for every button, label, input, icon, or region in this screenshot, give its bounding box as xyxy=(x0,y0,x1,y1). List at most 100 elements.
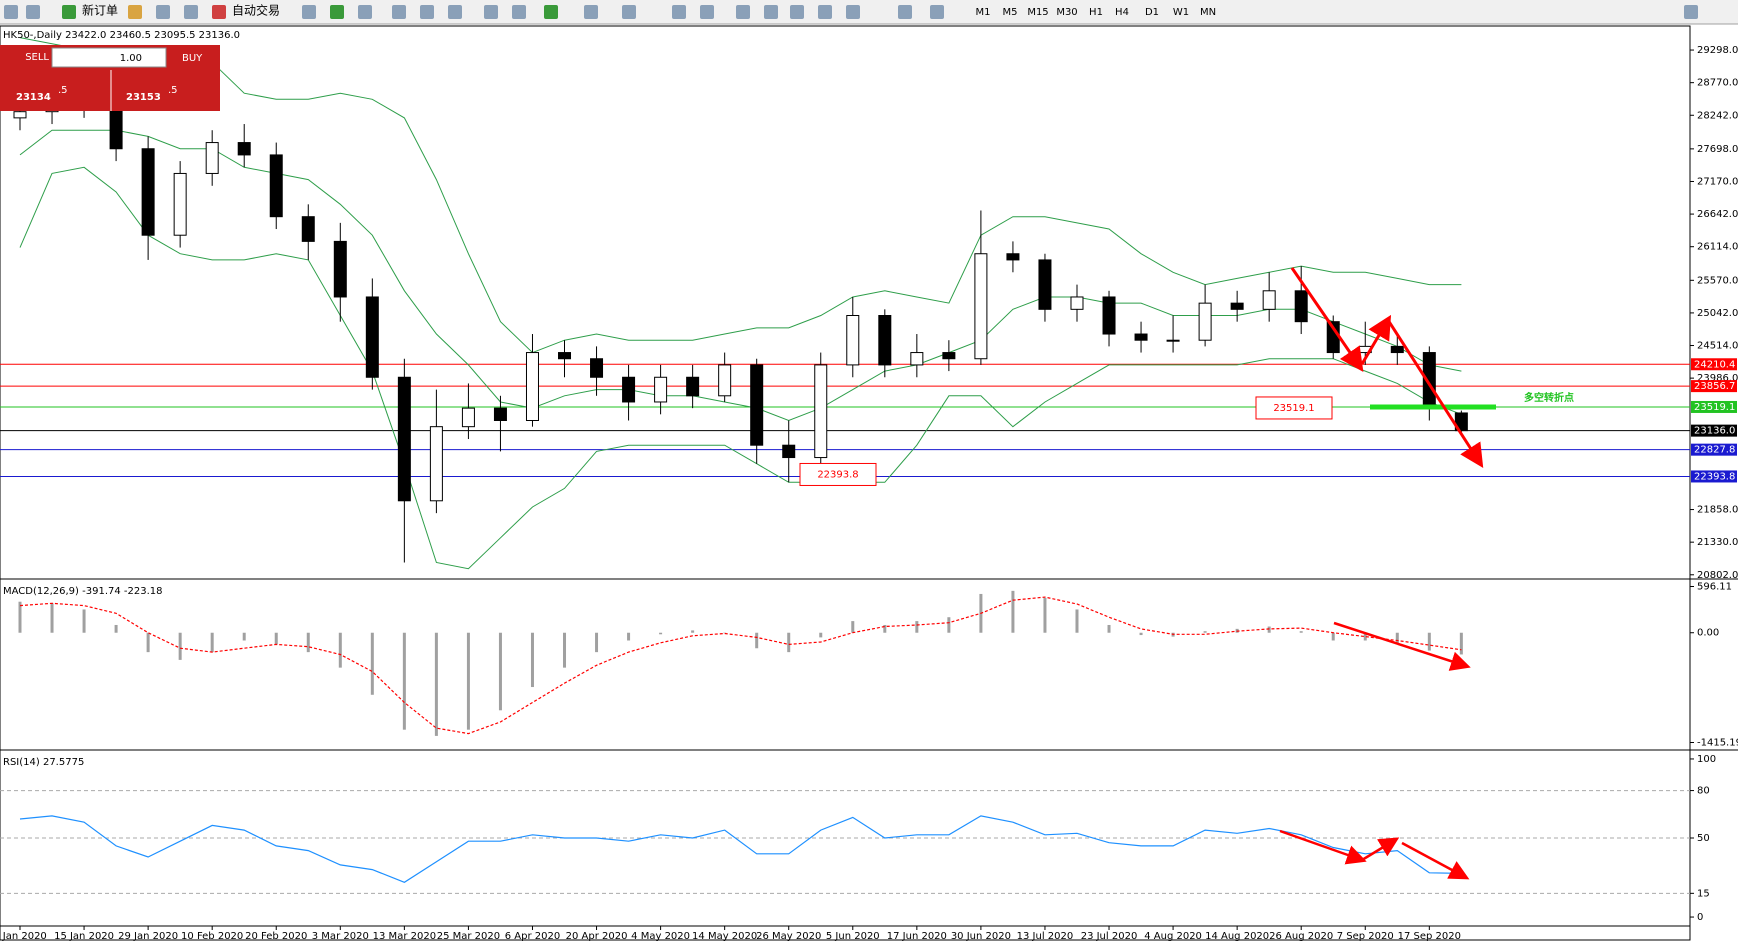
candle-body xyxy=(1006,253,1020,261)
macd-bar xyxy=(563,632,567,668)
level-tag-label: 22827.8 xyxy=(1694,445,1735,456)
auto-trading-button[interactable]: 自动交易 xyxy=(232,3,280,18)
y-tick-label: 80 xyxy=(1697,786,1710,797)
candle-body xyxy=(1166,339,1180,342)
candle-body xyxy=(1038,259,1052,310)
macd-bar xyxy=(1267,626,1271,633)
candle-body xyxy=(718,364,732,397)
sell-button[interactable]: SELL xyxy=(25,52,49,63)
y-tick-label: 20802.0 xyxy=(1697,570,1738,581)
trade-panel: SELL 1.00 BUY 23134 .5 23153 .5 xyxy=(0,45,220,111)
x-tick-label: 5 Jun 2020 xyxy=(826,931,880,942)
candle-body xyxy=(205,142,219,174)
macd-bar xyxy=(1363,632,1367,641)
macd-bar xyxy=(274,632,278,645)
timeframe-button[interactable]: M1 xyxy=(976,7,991,18)
lots-field[interactable] xyxy=(51,47,167,68)
x-tick-label: 10 Feb 2020 xyxy=(181,931,243,942)
macd-bar xyxy=(306,632,310,653)
timeframe-button[interactable]: H1 xyxy=(1089,7,1103,18)
level-tag-label: 23136.0 xyxy=(1694,426,1735,437)
candle-body xyxy=(397,376,411,502)
timeframe-bar: M1 M5 M15 M30 H1 H4 D1 W1 MN xyxy=(976,7,1217,18)
candle-body xyxy=(301,216,315,242)
y-tick-label: -1415.19 xyxy=(1697,738,1738,749)
y-tick-label: 21330.0 xyxy=(1697,537,1738,548)
y-tick-label: 28242.0 xyxy=(1697,110,1738,121)
level-tag xyxy=(1691,358,1737,371)
candle-body xyxy=(590,358,604,378)
timeframe-button[interactable]: MN xyxy=(1200,7,1216,18)
candle-body xyxy=(237,142,251,156)
sell-price[interactable]: 23134 xyxy=(16,92,51,103)
y-tick-label: 25042.0 xyxy=(1697,308,1738,319)
macd-bar xyxy=(1011,590,1015,633)
candle-body xyxy=(429,426,443,502)
x-tick-label: 15 Jan 2020 xyxy=(54,931,114,942)
y-tick-label: 50 xyxy=(1697,833,1710,844)
macd-bar xyxy=(915,621,919,633)
candle-body xyxy=(750,364,764,446)
buy-pips[interactable]: .5 xyxy=(168,85,178,96)
timeframe-button[interactable]: M30 xyxy=(1056,7,1077,18)
y-tick-label: 100 xyxy=(1697,754,1716,765)
macd-bar xyxy=(82,609,86,633)
annotation-label: 22393.8 xyxy=(817,469,858,480)
y-tick-label: 0.00 xyxy=(1697,628,1719,639)
y-tick-label: 26114.0 xyxy=(1697,242,1738,253)
toolbar xyxy=(0,0,1738,24)
level-tag xyxy=(1691,400,1737,413)
macd-bar xyxy=(1075,609,1079,633)
macd-bar xyxy=(370,632,374,695)
macd-bar xyxy=(338,632,342,668)
x-tick-label: 17 Jun 2020 xyxy=(887,931,947,942)
rsi-line xyxy=(19,815,1462,883)
x-tick-label: 25 Mar 2020 xyxy=(437,931,500,942)
x-tick-label: 23 Jul 2020 xyxy=(1081,931,1138,942)
level-tag-label: 22393.8 xyxy=(1694,471,1735,482)
x-tick-label: 30 Jun 2020 xyxy=(951,931,1011,942)
timeframe-button[interactable]: M5 xyxy=(1003,7,1018,18)
y-tick-label: 21858.0 xyxy=(1697,505,1738,516)
macd-bar xyxy=(434,632,438,736)
bollinger-middle xyxy=(19,129,1462,422)
macd-bar xyxy=(627,632,631,641)
macd-bar xyxy=(210,632,214,653)
macd-bar xyxy=(755,632,759,649)
macd-bar xyxy=(146,632,150,653)
macd-bar xyxy=(947,617,951,633)
level-tag xyxy=(1691,380,1737,393)
candle-body xyxy=(782,444,796,459)
macd-bar xyxy=(1299,631,1303,633)
axes: 29298.0 28770.0 28242.0 27698.0 27170.0 26642… xyxy=(0,45,1738,942)
lots-value: 1.00 xyxy=(120,53,142,64)
candle-body xyxy=(461,407,475,428)
rsi-pane xyxy=(0,790,1690,894)
timeframe-button[interactable]: M15 xyxy=(1027,7,1048,18)
sell-pips[interactable]: .5 xyxy=(58,85,68,96)
candle-body xyxy=(13,111,27,119)
buy-price[interactable]: 23153 xyxy=(126,92,161,103)
level-tag xyxy=(1691,443,1737,456)
candle-body xyxy=(109,105,123,150)
x-tick-label: 14 Aug 2020 xyxy=(1205,931,1269,942)
x-tick-label: 3 Jan 2020 xyxy=(0,931,47,942)
candle-body xyxy=(173,172,187,236)
candle-body xyxy=(974,253,988,360)
x-tick-label: 17 Sep 2020 xyxy=(1398,931,1461,942)
timeframe-button[interactable]: D1 xyxy=(1145,7,1159,18)
price-pane xyxy=(0,37,1690,570)
timeframe-button[interactable]: W1 xyxy=(1173,7,1189,18)
x-tick-label: 4 Aug 2020 xyxy=(1144,931,1202,942)
timeframe-button[interactable]: H4 xyxy=(1115,7,1129,18)
buy-button[interactable]: BUY xyxy=(182,53,203,64)
y-tick-label: 27698.0 xyxy=(1697,144,1738,155)
x-tick-label: 29 Jan 2020 xyxy=(118,931,178,942)
x-tick-label: 3 Mar 2020 xyxy=(312,931,369,942)
rsi-title: RSI(14) 27.5775 xyxy=(3,757,84,768)
macd-bar xyxy=(659,632,663,635)
x-tick-label: 13 Jul 2020 xyxy=(1017,931,1074,942)
candle-body xyxy=(846,315,860,366)
candle-body xyxy=(333,240,347,298)
new-order-button[interactable]: 新订单 xyxy=(82,3,118,18)
